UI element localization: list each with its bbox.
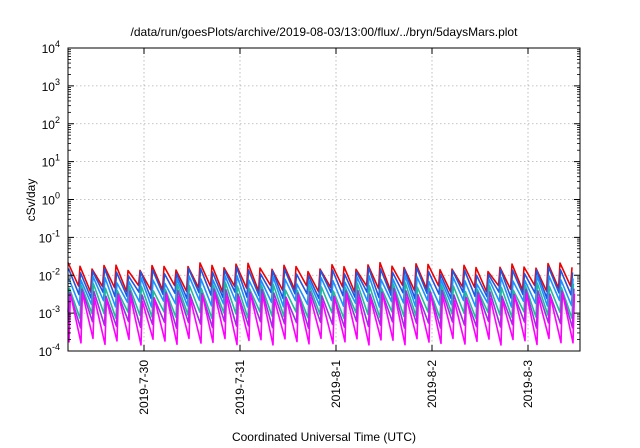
x-tick-label: 2019-8-3	[521, 360, 535, 408]
chart-title: /data/run/goesPlots/archive/2019-08-03/1…	[131, 25, 519, 39]
series-line	[67, 287, 575, 330]
series-group	[67, 261, 576, 346]
x-axis-label: Coordinated Universal Time (UTC)	[232, 430, 416, 444]
plot-border	[67, 47, 581, 352]
y-tick-label: 10-1	[39, 228, 60, 245]
series-line	[68, 291, 576, 346]
series-line	[67, 261, 573, 293]
y-tick-label: 104	[42, 39, 60, 56]
y-tick-label: 103	[42, 77, 60, 94]
y-tick-label: 10-3	[39, 304, 60, 321]
y-axis-label: cSv/day	[24, 179, 38, 222]
y-tick-labels: 10-4 10-3 10-2 10-1 100 101 102 103 104	[39, 39, 60, 359]
x-tick-labels: 2019-7-30 2019-7-31 2019-8-1 2019-8-2 2019-8…	[137, 360, 535, 415]
y-tick-label: 100	[42, 191, 60, 208]
y-tick-label: 102	[42, 115, 60, 132]
x-tick-label: 2019-8-2	[425, 360, 439, 408]
x-tick-label: 2019-7-31	[233, 360, 247, 415]
x-tick-label: 2019-8-1	[329, 360, 343, 408]
y-tick-label: 101	[42, 153, 60, 170]
x-tick-label: 2019-7-30	[137, 360, 151, 415]
series-line	[68, 274, 574, 308]
y-tick-label: 10-2	[39, 266, 60, 283]
series-line	[67, 266, 574, 300]
series-line	[67, 281, 575, 320]
axes	[67, 47, 581, 352]
y-tick-label: 10-4	[39, 342, 60, 359]
